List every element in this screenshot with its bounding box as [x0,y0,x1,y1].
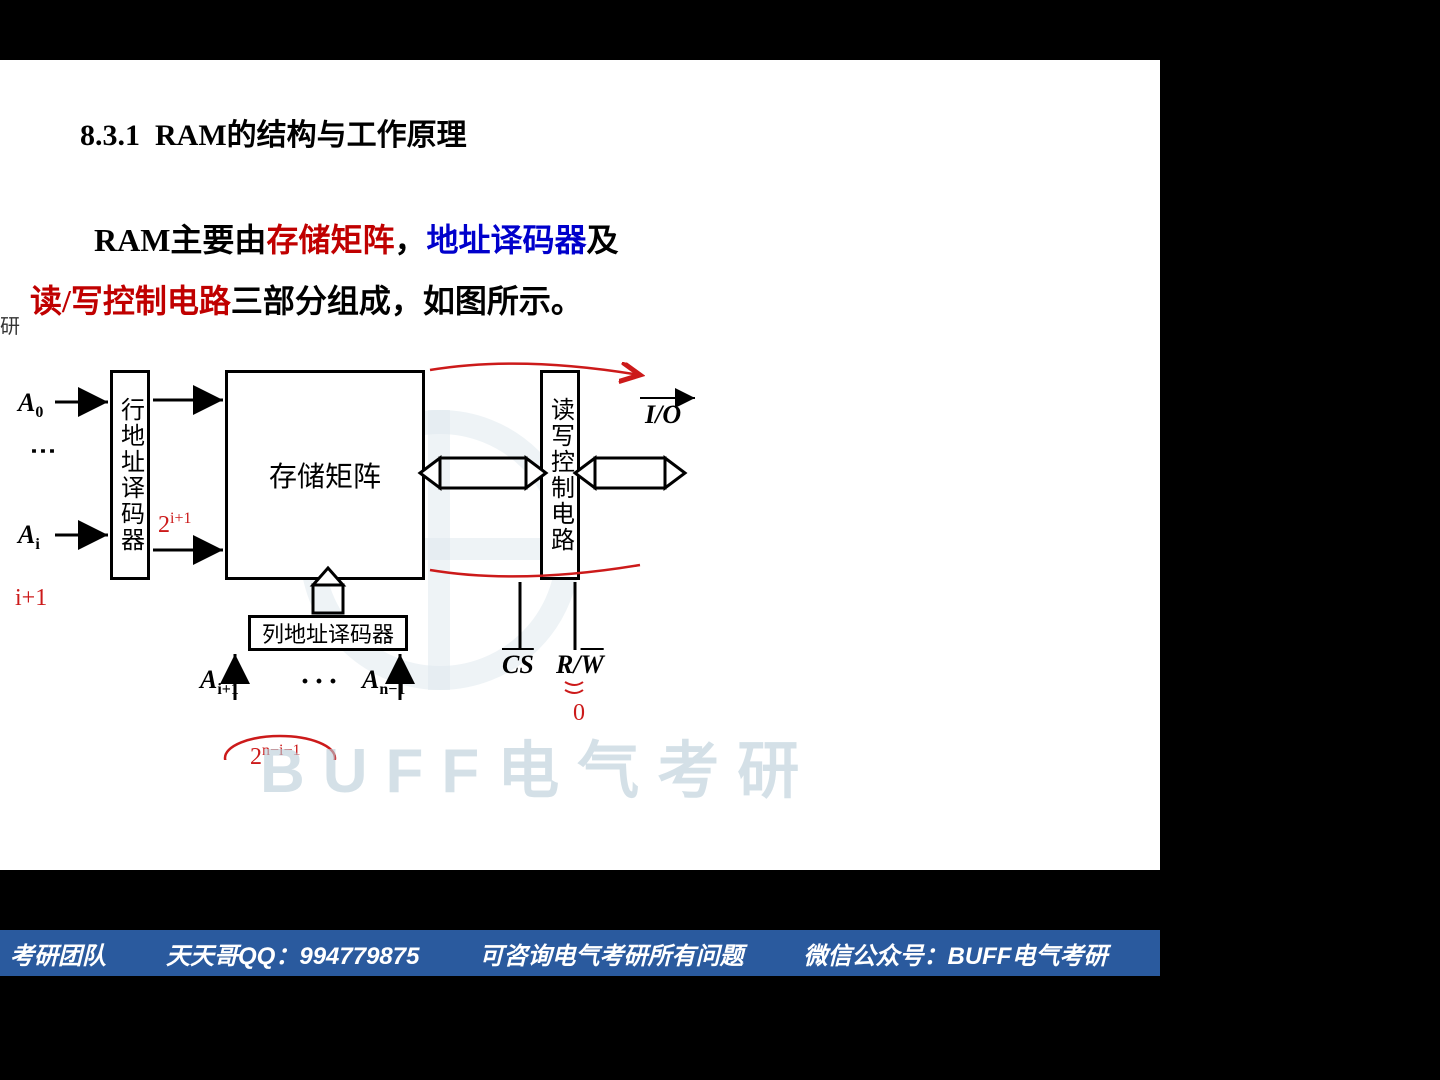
text-comma: ， [394,222,426,258]
text-t1: 主要由 [170,222,266,258]
footer-wechat: 微信公众号：BUFF电气考研 [803,936,1107,971]
label-rw: R/W [556,650,604,680]
section-number: 8.3.1 [80,119,140,152]
dots-bottom: ··· [300,665,342,699]
text-t3: 三部分组成，如图所示。 [231,283,583,319]
box-rw-control: 读写控制电路 [540,370,580,580]
text-ram: RAM [94,222,170,258]
box-storage-matrix: 存储矩阵 [225,370,425,580]
label-io: I/O [645,400,681,430]
box-row-decoder: 行地址译码器 [110,370,150,580]
text-storage-matrix: 存储矩阵 [266,222,394,258]
footer-bar: 考研团队 天天哥QQ：994779875 可咨询电气考研所有问题 微信公众号：B… [0,930,1160,976]
footer-team: 考研团队 [10,936,106,971]
section-heading: 8.3.1 RAM的结构与工作原理 [80,110,467,154]
text-rw-circuit: 读/写控制电路 [30,283,231,319]
hand-row-exp: 2i+1 [158,510,191,539]
intro-paragraph: RAM主要由存储矩阵，地址译码器及读/写控制电路三部分组成，如图所示。 [30,210,930,332]
slide: 研 8.3.1 RAM的结构与工作原理 RAM主要由存储矩阵，地址译码器及读/写… [0,60,1160,870]
label-row-decoder: 行地址译码器 [113,397,148,553]
hand-rw-note: 0 [573,700,585,727]
label-ai: Ai [18,520,40,554]
text-address-decoder: 地址译码器 [426,222,586,258]
label-ai1: Ai+1 [200,665,239,699]
footer-qq: 天天哥QQ：994779875 [166,936,419,971]
side-tag: 研 [0,310,20,339]
ram-block-diagram: 行地址译码器 存储矩阵 列地址译码器 读写控制电路 A0 Ai ⋮ Ai+1 ·… [0,360,700,760]
dots-left: ⋮ [28,438,58,464]
footer-consult: 可咨询电气考研所有问题 [479,936,743,971]
label-rw-control: 读写控制电路 [543,397,578,553]
label-cs: CS [502,650,534,680]
section-title: RAM的结构与工作原理 [155,119,467,152]
label-storage: 存储矩阵 [269,455,381,495]
text-t2: 及 [586,222,618,258]
hand-col-exp: 2n−i−1 [250,742,301,771]
hand-left-note: i+1 [15,585,47,612]
label-col-decoder: 列地址译码器 [262,617,394,649]
label-a0: A0 [18,388,43,422]
box-col-decoder: 列地址译码器 [248,615,408,651]
label-an1: An−1 [362,665,405,699]
